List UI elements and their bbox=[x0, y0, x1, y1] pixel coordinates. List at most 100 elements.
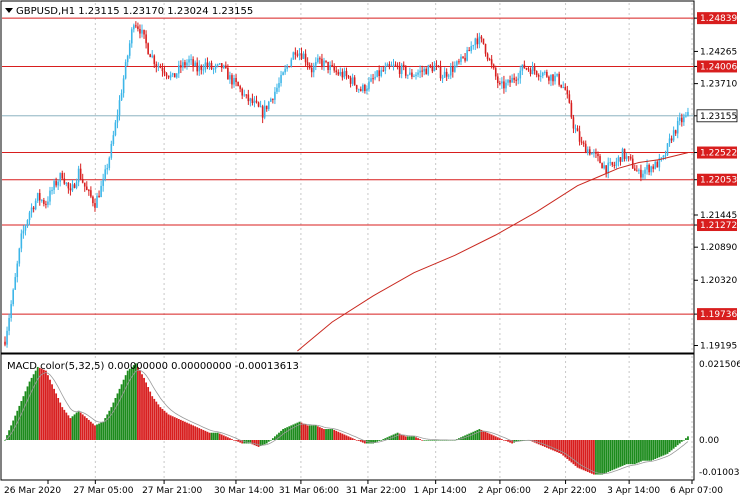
candle-body bbox=[523, 64, 526, 69]
macd-bar bbox=[81, 414, 84, 440]
price-tick-label: 1.23710 bbox=[700, 80, 737, 90]
candle-body bbox=[541, 72, 544, 76]
macd-bar bbox=[560, 440, 563, 454]
macd-bar bbox=[323, 429, 325, 440]
level-price-label: 1.22522 bbox=[700, 149, 737, 159]
macd-bar bbox=[292, 424, 295, 440]
macd-bar bbox=[6, 435, 8, 440]
candle-body bbox=[568, 94, 571, 103]
macd-bar bbox=[253, 440, 256, 446]
candle-body bbox=[374, 76, 376, 79]
macd-bar bbox=[548, 440, 550, 449]
candle-body bbox=[175, 73, 178, 78]
macd-bar bbox=[151, 396, 154, 440]
level-price-box bbox=[697, 219, 737, 232]
candle-body bbox=[112, 135, 115, 144]
macd-bar bbox=[607, 440, 610, 472]
candle-body bbox=[629, 156, 632, 159]
candle-body bbox=[519, 70, 522, 79]
macd-bar bbox=[331, 429, 334, 440]
macd-bar bbox=[341, 433, 344, 440]
candle-body bbox=[253, 100, 256, 104]
candle-body bbox=[654, 161, 657, 169]
macd-bar bbox=[484, 431, 487, 440]
macd-bar bbox=[672, 440, 675, 449]
candle-body bbox=[165, 73, 168, 76]
macd-bar bbox=[666, 440, 669, 454]
candle-body bbox=[18, 248, 21, 264]
macd-bar bbox=[615, 440, 618, 469]
macd-bar bbox=[153, 398, 156, 440]
macd-bar bbox=[421, 440, 424, 441]
macd-bar bbox=[57, 398, 60, 440]
macd-bar bbox=[376, 440, 379, 442]
macd-bar bbox=[678, 440, 681, 444]
dropdown-triangle-icon[interactable] bbox=[5, 8, 13, 13]
macd-bar bbox=[192, 425, 195, 440]
candle-body bbox=[407, 74, 409, 76]
candle-body bbox=[546, 71, 548, 77]
macd-bar bbox=[44, 370, 47, 440]
candle-body bbox=[210, 62, 213, 69]
candle-body bbox=[554, 75, 556, 82]
horizontal-levels bbox=[2, 17, 694, 315]
candle-body bbox=[603, 165, 605, 169]
macd-bar bbox=[104, 418, 107, 440]
candle-body bbox=[605, 165, 607, 174]
candle-body bbox=[423, 68, 425, 72]
candle-body bbox=[601, 163, 603, 169]
candle-body bbox=[81, 179, 84, 183]
macd-bar bbox=[276, 434, 278, 440]
candle-body bbox=[130, 29, 133, 44]
candle-body bbox=[270, 98, 272, 102]
macd-bar bbox=[67, 415, 70, 440]
time-tick-label: 3 Apr 14:00 bbox=[607, 486, 660, 496]
macd-bar bbox=[574, 440, 577, 466]
macd-bar bbox=[198, 428, 201, 440]
candle-body bbox=[294, 52, 297, 55]
candle-body bbox=[644, 169, 646, 174]
candle-body bbox=[584, 143, 587, 154]
candle-body bbox=[539, 75, 542, 77]
macd-bar bbox=[474, 430, 477, 440]
candle-body bbox=[658, 158, 661, 168]
candle-body bbox=[402, 64, 405, 67]
candle-body bbox=[668, 138, 671, 144]
candle-body bbox=[529, 69, 532, 75]
macd-bar bbox=[582, 440, 585, 471]
candle-body bbox=[171, 73, 174, 75]
macd-bar bbox=[406, 436, 409, 440]
candle-body bbox=[535, 71, 538, 75]
macd-bar bbox=[370, 440, 372, 444]
level-price-label: 1.21272 bbox=[700, 221, 737, 231]
candle-body bbox=[135, 25, 137, 27]
macd-bar bbox=[337, 431, 340, 440]
macd-histogram bbox=[4, 363, 689, 475]
candle-body bbox=[257, 102, 260, 107]
candle-body bbox=[300, 53, 303, 59]
macd-bar bbox=[141, 374, 143, 440]
candle-body bbox=[88, 190, 90, 192]
macd-bar bbox=[73, 414, 76, 440]
macd-bar bbox=[294, 423, 297, 440]
level-price-label: 1.24839 bbox=[700, 14, 737, 24]
macd-bar bbox=[308, 425, 311, 440]
macd-bar bbox=[335, 430, 338, 440]
candle-body bbox=[321, 58, 323, 66]
candle-body bbox=[496, 76, 499, 83]
candle-body bbox=[382, 70, 385, 72]
candle-body bbox=[231, 75, 233, 85]
candle-body bbox=[79, 168, 82, 180]
candle-body bbox=[75, 182, 78, 188]
time-tick-label: 2 Apr 22:00 bbox=[544, 486, 597, 496]
macd-bar bbox=[321, 428, 323, 440]
candle-body bbox=[462, 56, 464, 58]
macd-bar bbox=[482, 430, 485, 440]
macd-bar bbox=[552, 440, 554, 451]
candle-body bbox=[353, 77, 356, 86]
candle-body bbox=[589, 149, 591, 155]
candle-body bbox=[94, 203, 96, 208]
macd-bar bbox=[633, 440, 636, 465]
candle-body bbox=[304, 53, 307, 63]
